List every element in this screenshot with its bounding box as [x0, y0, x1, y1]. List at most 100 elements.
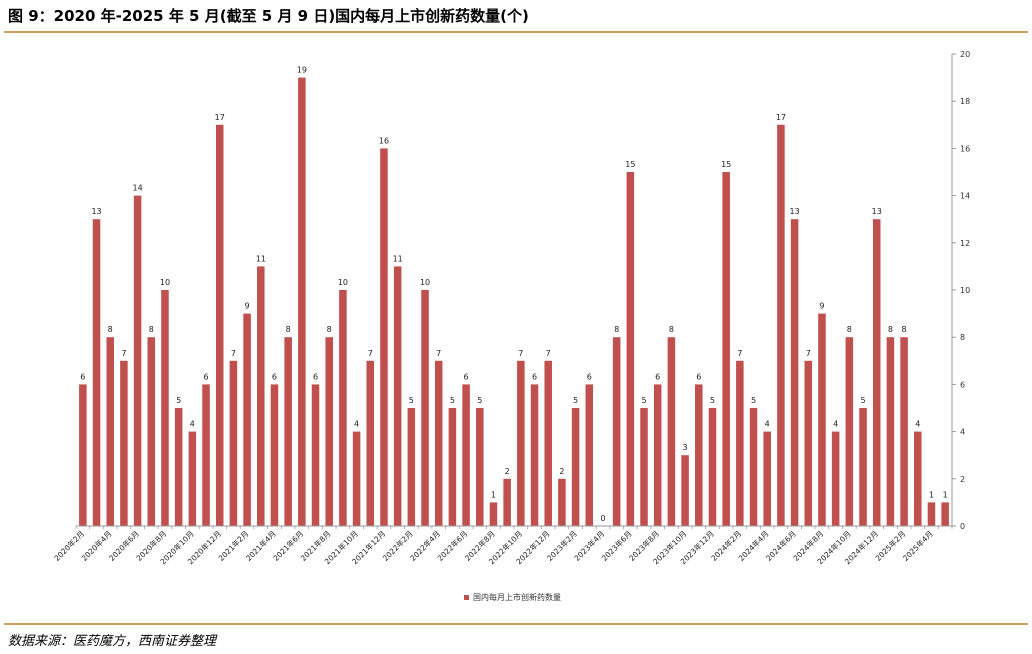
bar-value-label: 8	[286, 325, 291, 334]
bar	[147, 337, 156, 526]
bar	[448, 408, 457, 526]
bar	[927, 502, 936, 526]
bar-value-label: 9	[819, 302, 824, 311]
bar	[161, 290, 169, 526]
bar	[92, 219, 101, 526]
bar-value-label: 19	[297, 66, 307, 75]
bar-value-label: 5	[710, 396, 715, 405]
bar-value-label: 7	[806, 349, 811, 358]
bar-value-label: 4	[915, 420, 920, 429]
bar-value-label: 7	[436, 349, 441, 358]
bar-value-label: 8	[669, 325, 674, 334]
bar	[777, 124, 785, 527]
bar-value-label: 11	[256, 254, 266, 263]
bar-value-label: 8	[327, 325, 332, 334]
bar-value-label: 5	[573, 396, 578, 405]
bar-value-label: 6	[532, 372, 537, 381]
y-tick-label: 10	[960, 286, 970, 295]
bar-value-label: 8	[902, 325, 907, 334]
bar-value-label: 8	[108, 325, 113, 334]
bar	[270, 384, 279, 526]
bar-value-label: 13	[872, 207, 882, 216]
y-tick-label: 20	[960, 50, 970, 59]
bar	[284, 337, 292, 526]
bar	[900, 337, 908, 526]
bar	[503, 478, 511, 526]
bar	[859, 408, 867, 526]
bar-value-label: 4	[765, 420, 770, 429]
bar-value-label: 8	[888, 325, 893, 334]
legend-swatch	[464, 595, 469, 600]
top-rule	[4, 31, 1028, 33]
bar-value-label: 5	[641, 396, 646, 405]
bar	[407, 408, 416, 526]
legend-label: 国内每月上市创新药数量	[473, 593, 561, 602]
bar-value-label: 4	[833, 420, 838, 429]
bar-value-label: 13	[790, 207, 800, 216]
bar-value-label: 10	[420, 278, 430, 287]
bar-value-label: 17	[776, 113, 786, 122]
y-tick-label: 8	[960, 333, 965, 342]
data-labels: 6138714810546177911681968104716115107565…	[80, 66, 947, 523]
bar-value-label: 13	[91, 207, 101, 216]
bar-value-label: 2	[559, 467, 564, 476]
y-tick-label: 2	[960, 475, 965, 484]
bar-value-label: 15	[721, 160, 731, 169]
bar	[79, 384, 87, 526]
bar	[393, 266, 402, 526]
y-tick-label: 0	[960, 522, 965, 531]
bar-value-label: 1	[943, 490, 948, 499]
bar-value-label: 7	[121, 349, 126, 358]
bar	[489, 502, 498, 526]
bar	[653, 384, 662, 526]
bar-value-label: 5	[176, 396, 181, 405]
bar	[229, 360, 238, 526]
bar-value-label: 6	[313, 372, 318, 381]
y-axis: 0 2 4 6 8 10 12 14 16 18 20	[951, 50, 970, 531]
figure-title: 图 9：2020 年-2025 年 5 月(截至 5 月 9 日)国内每月上市创…	[8, 7, 529, 25]
bar	[325, 337, 333, 526]
bar-value-label: 6	[272, 372, 277, 381]
bar-value-label: 5	[409, 396, 414, 405]
bars	[79, 77, 949, 527]
bar	[612, 337, 621, 526]
source-note: 数据来源：医药魔方，西南证券整理	[8, 634, 217, 649]
bar	[558, 478, 566, 526]
bar-value-label: 10	[338, 278, 348, 287]
bar-value-label: 15	[625, 160, 635, 169]
bar	[749, 408, 758, 526]
bar-value-label: 16	[379, 136, 389, 145]
y-tick-label: 18	[960, 97, 970, 106]
bar	[640, 408, 648, 526]
bar	[831, 431, 840, 526]
bar	[188, 431, 197, 526]
bar	[202, 384, 210, 526]
bar	[626, 172, 635, 526]
x-axis: 2020年2月2020年4月2020年6月2020年8月2020年10月2020…	[52, 525, 953, 566]
bar-value-label: 0	[600, 514, 605, 523]
bar-value-label: 14	[133, 184, 143, 193]
bar	[476, 408, 484, 526]
bar-value-label: 9	[245, 302, 250, 311]
y-tick-label: 16	[960, 144, 970, 153]
bar	[243, 313, 251, 526]
bar	[530, 384, 539, 526]
bar	[695, 384, 703, 526]
bar	[517, 360, 525, 526]
bar-value-label: 3	[683, 443, 688, 452]
bar	[298, 77, 306, 526]
y-tick-label: 14	[960, 192, 970, 201]
bar-value-label: 10	[160, 278, 170, 287]
y-tick-label: 6	[960, 380, 965, 389]
bar	[914, 431, 922, 526]
bar-value-label: 6	[696, 372, 701, 381]
bar	[886, 337, 895, 526]
bar	[585, 384, 594, 526]
bar	[804, 360, 813, 526]
bar	[736, 360, 744, 526]
bar-value-label: 5	[751, 396, 756, 405]
bar-value-label: 8	[847, 325, 852, 334]
bar-value-label: 11	[393, 254, 403, 263]
bar-value-label: 17	[215, 113, 225, 122]
bar	[941, 502, 949, 526]
